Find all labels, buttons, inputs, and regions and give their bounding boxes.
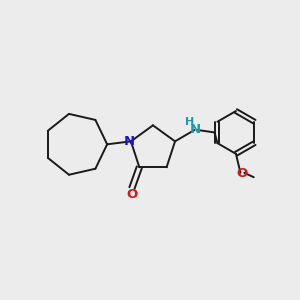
Text: N: N [189, 123, 200, 136]
Text: H: H [185, 117, 194, 127]
Text: O: O [126, 188, 137, 201]
Text: O: O [236, 167, 247, 180]
Text: N: N [124, 135, 135, 148]
